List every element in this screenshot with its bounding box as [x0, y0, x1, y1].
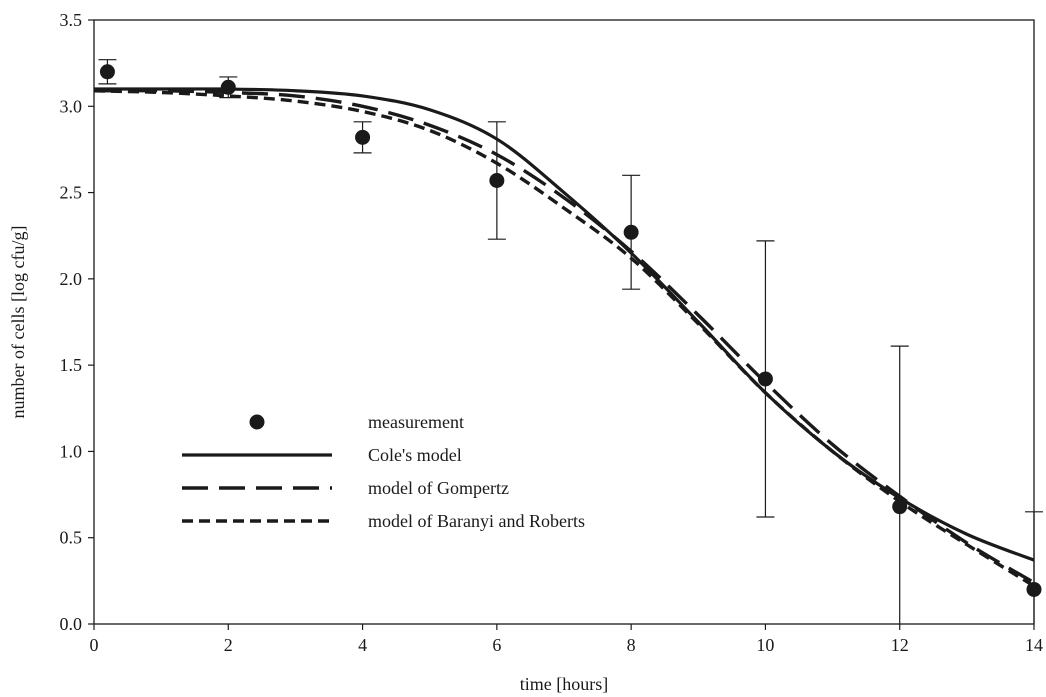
y-tick-label: 0.0: [60, 614, 83, 634]
x-axis: 0 2 4 6 8 10 12 14: [90, 624, 1043, 655]
measurement-point: [355, 129, 371, 145]
x-tick-label: 8: [627, 635, 636, 655]
legend-marker-measurement: [249, 414, 265, 430]
series-layer: [93, 59, 1043, 624]
measurement-point: [1026, 581, 1042, 597]
legend-label: model of Gompertz: [368, 478, 509, 498]
x-tick-label: 12: [891, 635, 909, 655]
measurement-point: [892, 499, 908, 515]
y-tick-label: 1.5: [60, 355, 83, 375]
y-axis: 0.0 0.5 1.0 1.5 2.0 2.5 3.0 3.5: [60, 10, 94, 634]
legend-label: Cole's model: [368, 445, 462, 465]
y-tick-label: 3.5: [60, 10, 83, 30]
x-tick-label: 6: [492, 635, 501, 655]
y-tick-label: 0.5: [60, 528, 83, 548]
x-axis-label: time [hours]: [520, 674, 608, 694]
legend-label: measurement: [368, 412, 464, 432]
x-tick-label: 4: [358, 635, 367, 655]
plot-frame: [93, 19, 1035, 625]
legend: measurement Cole's model model of Gompertz…: [182, 412, 585, 531]
series-line-model-of-gompertz: [93, 88, 1035, 585]
y-tick-label: 2.0: [60, 269, 83, 289]
x-tick-label: 14: [1025, 635, 1043, 655]
series-line-model-of-baranyi-and-roberts: [93, 89, 1035, 588]
x-tick-label: 2: [224, 635, 233, 655]
measurement-point: [757, 371, 773, 387]
y-axis-label: number of cells [log cfu/g]: [8, 226, 28, 419]
y-tick-label: 2.5: [60, 183, 83, 203]
measurement-point: [623, 224, 639, 240]
y-tick-label: 1.0: [60, 441, 83, 461]
y-tick-label: 3.0: [60, 96, 83, 116]
measurement-point: [220, 79, 236, 95]
measurement-point: [99, 64, 115, 80]
legend-label: model of Baranyi and Roberts: [368, 511, 585, 531]
x-tick-label: 0: [90, 635, 99, 655]
measurement-point: [489, 172, 505, 188]
plot-area: [93, 19, 1035, 625]
x-tick-label: 10: [756, 635, 774, 655]
